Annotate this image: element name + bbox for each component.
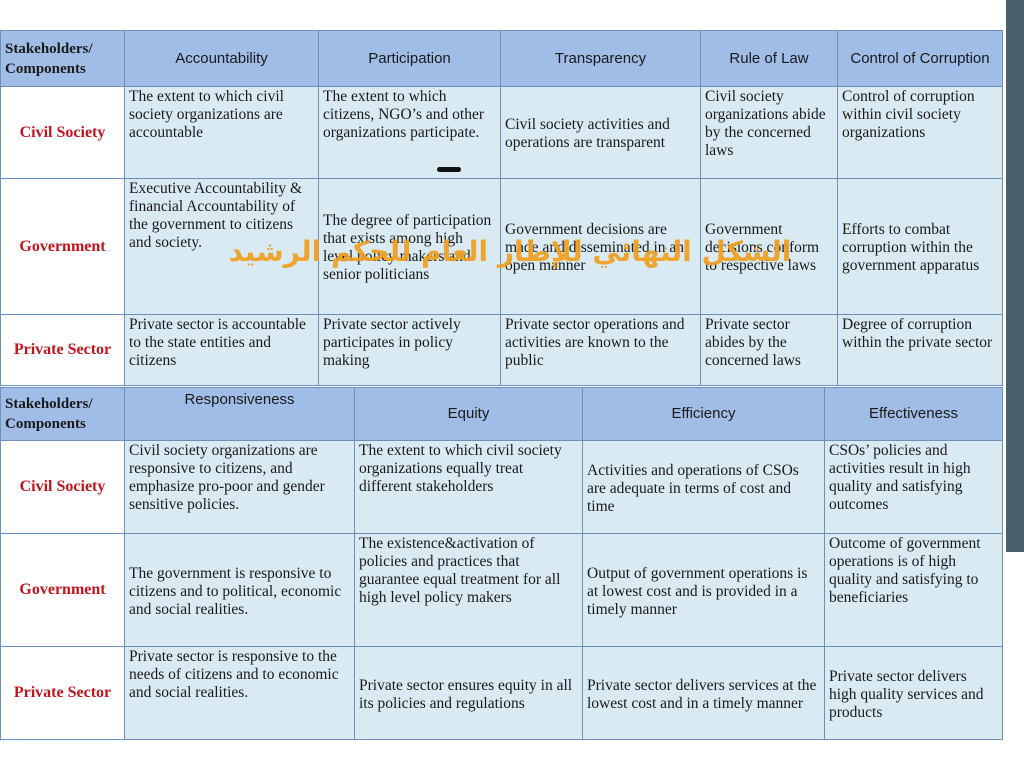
table-header-row: Stakeholders/Components Accountability P… — [0, 30, 1003, 87]
table-cell: CSOs’ policies and activities result in … — [824, 440, 1003, 534]
table-cell: Civil society activities and operations … — [500, 86, 701, 179]
table-cell: Private sector ensures equity in all its… — [354, 646, 583, 740]
table-cell: Civil society organizations abide by the… — [700, 86, 838, 179]
row-label-private-sector: Private Sector — [0, 314, 125, 386]
table-cell: Output of government operations is at lo… — [582, 533, 825, 647]
table-row: Government Executive Accountability & fi… — [0, 178, 1003, 315]
table-cell: Outcome of government operations is of h… — [824, 533, 1003, 647]
table-row: Civil Society Civil society organization… — [0, 440, 1003, 534]
column-header-efficiency: Efficiency — [582, 387, 825, 441]
table-cell: Efforts to combat corruption within the … — [837, 178, 1003, 315]
corner-header: Stakeholders/Components — [0, 30, 125, 87]
table-cell: Government decisions conform to respecti… — [700, 178, 838, 315]
table-row: Private Sector Private sector is respons… — [0, 646, 1003, 740]
arabic-overlay-title: الشكل النهائي للإطار العام للحكم الرشيد — [228, 235, 792, 268]
table-cell: Private sector delivers services at the … — [582, 646, 825, 740]
table-cell: Control of corruption within civil socie… — [837, 86, 1003, 179]
table-cell: Activities and operations of CSOs are ad… — [582, 440, 825, 534]
column-header-participation: Participation — [318, 30, 501, 87]
table-cell: Private sector actively participates in … — [318, 314, 501, 386]
table-cell: The existence&activation of policies and… — [354, 533, 583, 647]
row-label-government: Government — [0, 533, 125, 647]
column-header-effectiveness: Effectiveness — [824, 387, 1003, 441]
table-cell: The extent to which citizens, NGO’s and … — [318, 86, 501, 179]
row-label-civil-society: Civil Society — [0, 440, 125, 534]
governance-table-1: Stakeholders/Components Accountability P… — [0, 30, 1003, 386]
table-cell: Degree of corruption within the private … — [837, 314, 1003, 386]
row-label-government: Government — [0, 178, 125, 315]
table-row: Private Sector Private sector is account… — [0, 314, 1003, 386]
corner-header: Stakeholders/Components — [0, 387, 125, 441]
table-cell: Government decisions are made and dissem… — [500, 178, 701, 315]
column-header-control-of-corruption: Control of Corruption — [837, 30, 1003, 87]
column-header-transparency: Transparency — [500, 30, 701, 87]
column-header-rule-of-law: Rule of Law — [700, 30, 838, 87]
table-cell: Private sector operations and activities… — [500, 314, 701, 386]
table-cell: Private sector abides by the concerned l… — [700, 314, 838, 386]
table-cell: The extent to which civil society organi… — [354, 440, 583, 534]
table-row: Civil Society The extent to which civil … — [0, 86, 1003, 179]
slide-side-bar — [1006, 0, 1024, 552]
table-cell: The degree of participation that exists … — [318, 178, 501, 315]
column-header-accountability: Accountability — [124, 30, 319, 87]
table-cell: Private sector delivers high quality ser… — [824, 646, 1003, 740]
dash-mark — [437, 167, 461, 172]
row-label-private-sector: Private Sector — [0, 646, 125, 740]
table-cell: Civil society organizations are responsi… — [124, 440, 355, 534]
table-row: Government The government is responsive … — [0, 533, 1003, 647]
row-label-civil-society: Civil Society — [0, 86, 125, 179]
table-cell: The government is responsive to citizens… — [124, 533, 355, 647]
column-header-equity: Equity — [354, 387, 583, 441]
table-header-row: Stakeholders/Components Responsiveness E… — [0, 387, 1003, 441]
table-cell: Private sector is accountable to the sta… — [124, 314, 319, 386]
governance-table-2: Stakeholders/Components Responsiveness E… — [0, 387, 1003, 740]
table-cell: The extent to which civil society organi… — [124, 86, 319, 179]
column-header-responsiveness: Responsiveness — [124, 387, 355, 441]
table-cell: Private sector is responsive to the need… — [124, 646, 355, 740]
